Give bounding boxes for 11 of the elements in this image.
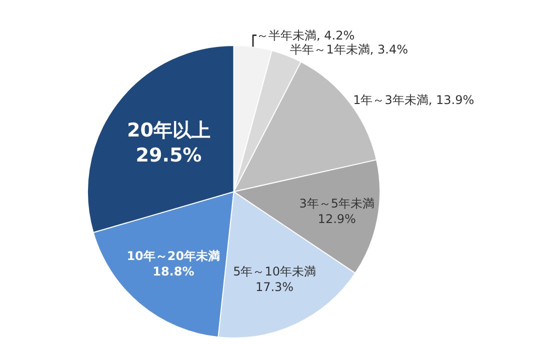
data-label: 17.3%	[255, 280, 294, 294]
slice-label: 半年～1年未満, 3.4%	[290, 42, 408, 56]
data-label: 12.9%	[318, 212, 356, 226]
slice-label: 10年～20年未満	[126, 248, 220, 263]
slice-label: 20年以上	[127, 120, 210, 142]
slice-label: 3年～5年未満	[299, 196, 375, 210]
slice-label: 5年～10年未満	[233, 264, 316, 278]
slice-label: 1年～3年未満, 13.9%	[353, 92, 474, 107]
data-label: 18.8%	[152, 264, 194, 279]
data-label: 29.5%	[136, 144, 202, 166]
slice-label: ～半年未満, 4.2%	[256, 28, 355, 42]
